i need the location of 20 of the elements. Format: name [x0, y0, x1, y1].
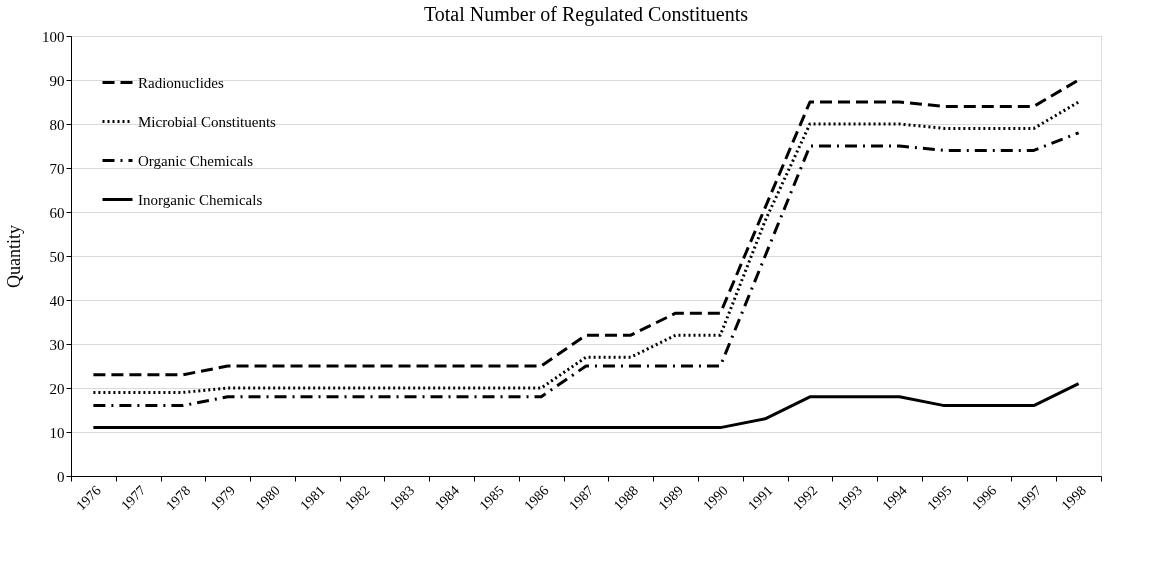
y-tick-label: 50 — [49, 248, 65, 265]
y-tick-label: 70 — [49, 160, 65, 177]
legend-label: Microbial Constituents — [138, 113, 277, 130]
y-tick-label: 80 — [49, 116, 65, 133]
y-tick-label: 60 — [49, 204, 65, 221]
x-tick-label: 1991 — [745, 482, 776, 514]
legend-label: Inorganic Chemicals — [138, 191, 263, 208]
legend-label: Organic Chemicals — [138, 152, 254, 169]
y-tick-label: 40 — [49, 292, 65, 309]
legend-label: Radionuclides — [138, 74, 224, 91]
line-series — [91, 382, 1081, 430]
y-tick-label: 10 — [49, 424, 65, 441]
y-tick-label: 20 — [49, 380, 65, 397]
x-tick-label: 1981 — [297, 482, 328, 514]
y-tick-label: 100 — [42, 28, 65, 45]
y-tick-label: 30 — [49, 336, 65, 353]
chart-title: Total Number of Regulated Constituents — [423, 3, 749, 26]
y-axis-title: Quantity — [4, 225, 24, 288]
y-tick-label: 0 — [57, 468, 65, 485]
y-tick-label: 90 — [49, 72, 65, 89]
